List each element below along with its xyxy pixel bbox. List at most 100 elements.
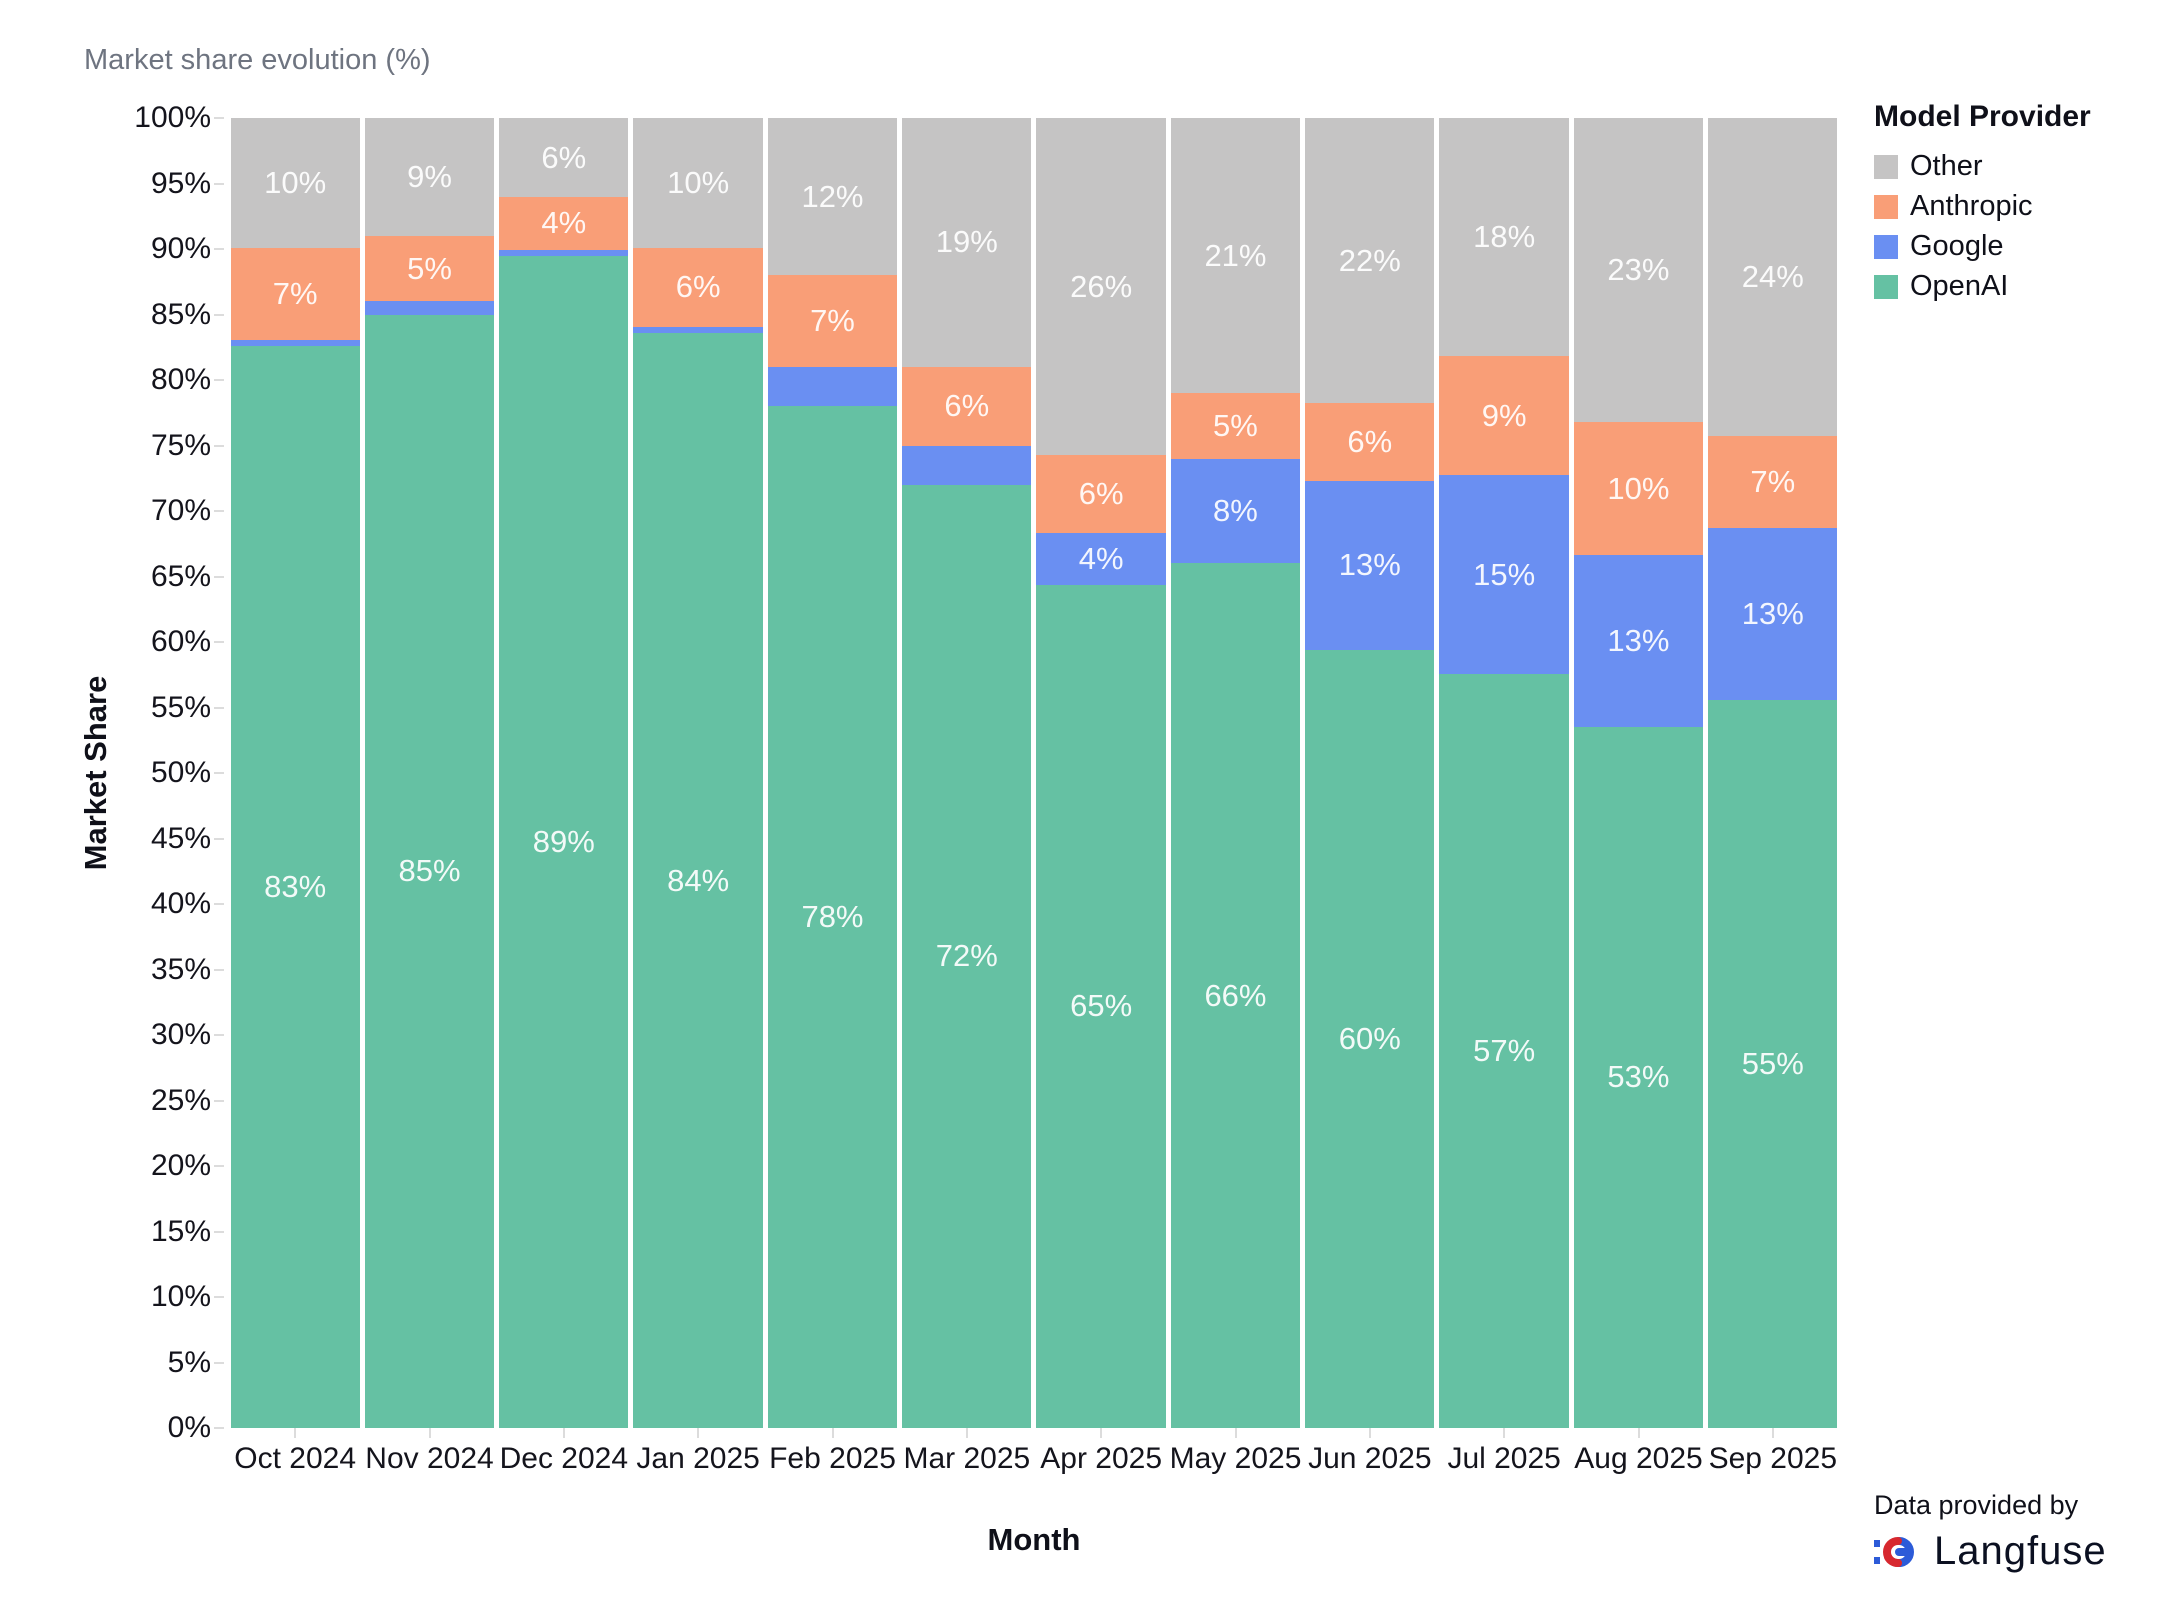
segment-openai: 60%	[1305, 649, 1435, 1428]
y-tick-label: 0%	[167, 1411, 211, 1444]
langfuse-logo-icon	[1874, 1534, 1922, 1570]
x-tick-label: Mar 2025	[903, 1442, 1031, 1475]
x-tick-label: Oct 2024	[234, 1442, 357, 1475]
segment-google	[499, 249, 629, 257]
y-tick-mark	[214, 117, 224, 119]
segment-anthropic: 5%	[364, 235, 495, 302]
x-axis-title: Month	[987, 1522, 1081, 1557]
segment-anthropic: 9%	[1439, 356, 1569, 476]
segment-openai: 78%	[767, 406, 898, 1428]
bar-dec-2024: 89% 4% 6%	[499, 118, 629, 1428]
chart-title: Market share evolution (%)	[84, 44, 431, 76]
y-tick-mark	[214, 248, 224, 250]
y-tick-label: 90%	[150, 232, 211, 265]
y-tick-label: 70%	[150, 494, 211, 527]
segment-anthropic: 6%	[902, 366, 1032, 446]
segment-other: 12%	[767, 118, 898, 276]
x-tick-label: May 2025	[1169, 1442, 1302, 1475]
segment-openai: 89%	[499, 256, 629, 1428]
legend-item-openai: OpenAI	[1874, 270, 2091, 303]
segment-anthropic: 6%	[633, 248, 763, 327]
segment-openai: 84%	[633, 333, 763, 1428]
segment-value-label: 21%	[1204, 237, 1267, 273]
segment-value-label: 19%	[935, 224, 998, 260]
segment-google: 13%	[1305, 481, 1435, 650]
segment-openai: 85%	[364, 314, 495, 1428]
segment-value-label: 6%	[541, 139, 587, 175]
bar-apr-2025: 65% 4% 6% 26%	[1036, 118, 1166, 1428]
x-tick-label: Sep 2025	[1708, 1442, 1838, 1475]
y-tick-mark	[214, 1296, 224, 1298]
legend-items: Other Anthropic Google OpenAI	[1874, 150, 2091, 303]
segment-value-label: 85%	[398, 853, 461, 889]
segment-google	[364, 301, 495, 315]
segment-google	[902, 445, 1032, 485]
y-tick-label: 15%	[150, 1214, 211, 1248]
segment-google: 15%	[1439, 475, 1569, 674]
segment-value-label: 7%	[272, 275, 318, 311]
y-tick-label: 50%	[150, 756, 211, 789]
bar-feb-2025: 78% 7% 12%	[767, 118, 898, 1428]
segment-value-label: 13%	[1741, 596, 1804, 632]
y-tick-mark	[214, 444, 224, 447]
y-tick-mark	[214, 641, 224, 643]
x-tick-mark	[1234, 1428, 1237, 1438]
bar-jan-2025: 84% 6% 10%	[633, 118, 763, 1428]
y-tick-mark	[214, 1099, 224, 1102]
segment-anthropic: 6%	[1305, 403, 1435, 482]
bar-may-2025: 66% 8% 5% 21%	[1170, 118, 1301, 1428]
segment-value-label: 10%	[667, 165, 730, 201]
x-tick-mark	[1100, 1428, 1103, 1438]
footer: Data provided by Langfuse	[1874, 1490, 2107, 1574]
segment-value-label: 57%	[1473, 1032, 1536, 1068]
segment-openai: 83%	[230, 346, 360, 1428]
segment-value-label: 53%	[1607, 1059, 1670, 1095]
segment-value-label: 4%	[541, 205, 587, 241]
segment-value-label: 15%	[1473, 556, 1536, 592]
y-tick-label: 20%	[150, 1149, 211, 1182]
segment-value-label: 24%	[1741, 258, 1804, 294]
legend-item-label: Other	[1910, 150, 1983, 182]
legend-item-anthropic: Anthropic	[1874, 190, 2091, 223]
segment-other: 26%	[1036, 118, 1166, 456]
legend-item-label: Google	[1910, 230, 2004, 262]
y-tick-label: 5%	[167, 1345, 211, 1379]
segment-value-label: 6%	[944, 388, 990, 424]
segment-value-label: 13%	[1607, 622, 1670, 658]
segment-value-label: 10%	[264, 165, 327, 201]
x-tick-label: Apr 2025	[1040, 1442, 1163, 1475]
y-tick-label: 55%	[150, 690, 211, 724]
segment-value-label: 10%	[1607, 470, 1670, 506]
y-tick-mark	[214, 182, 224, 185]
segment-openai: 55%	[1708, 700, 1838, 1428]
x-tick-label: Dec 2024	[499, 1442, 629, 1475]
segment-value-label: 12%	[801, 178, 864, 214]
segment-other: 18%	[1439, 118, 1569, 357]
segment-value-label: 60%	[1338, 1020, 1401, 1056]
plot-area: 83% 7% 10% 85% 5% 9% 89% 4% 6% 84% 6% 10% 78% 7% 12% 72…	[228, 118, 1840, 1428]
x-tick-mark	[1637, 1428, 1640, 1438]
segment-value-label: 13%	[1338, 547, 1401, 583]
bar-aug-2025: 53% 13% 10% 23%	[1573, 118, 1704, 1428]
segment-value-label: 18%	[1473, 219, 1536, 255]
bar-oct-2024: 83% 7% 10%	[230, 118, 360, 1428]
segment-openai: 53%	[1573, 726, 1704, 1428]
x-tick-mark	[1368, 1428, 1371, 1438]
segment-google: 13%	[1573, 554, 1704, 727]
x-tick-label: Jun 2025	[1308, 1442, 1432, 1475]
y-tick-mark	[214, 1361, 224, 1364]
bar-nov-2024: 85% 5% 9%	[364, 118, 495, 1428]
y-tick-label: 65%	[150, 559, 211, 593]
y-tick-label: 95%	[150, 166, 211, 200]
segment-value-label: 55%	[1741, 1046, 1804, 1082]
segment-other: 10%	[633, 118, 763, 249]
segment-google: 13%	[1708, 528, 1838, 701]
segment-google: 8%	[1170, 458, 1301, 564]
y-tick-label: 35%	[150, 952, 211, 986]
legend-item-label: OpenAI	[1910, 270, 2009, 302]
y-tick-mark	[214, 772, 224, 774]
y-tick-mark	[214, 968, 224, 971]
segment-value-label: 89%	[532, 824, 595, 860]
segment-anthropic: 7%	[230, 248, 360, 340]
y-tick-label: 80%	[150, 363, 211, 396]
